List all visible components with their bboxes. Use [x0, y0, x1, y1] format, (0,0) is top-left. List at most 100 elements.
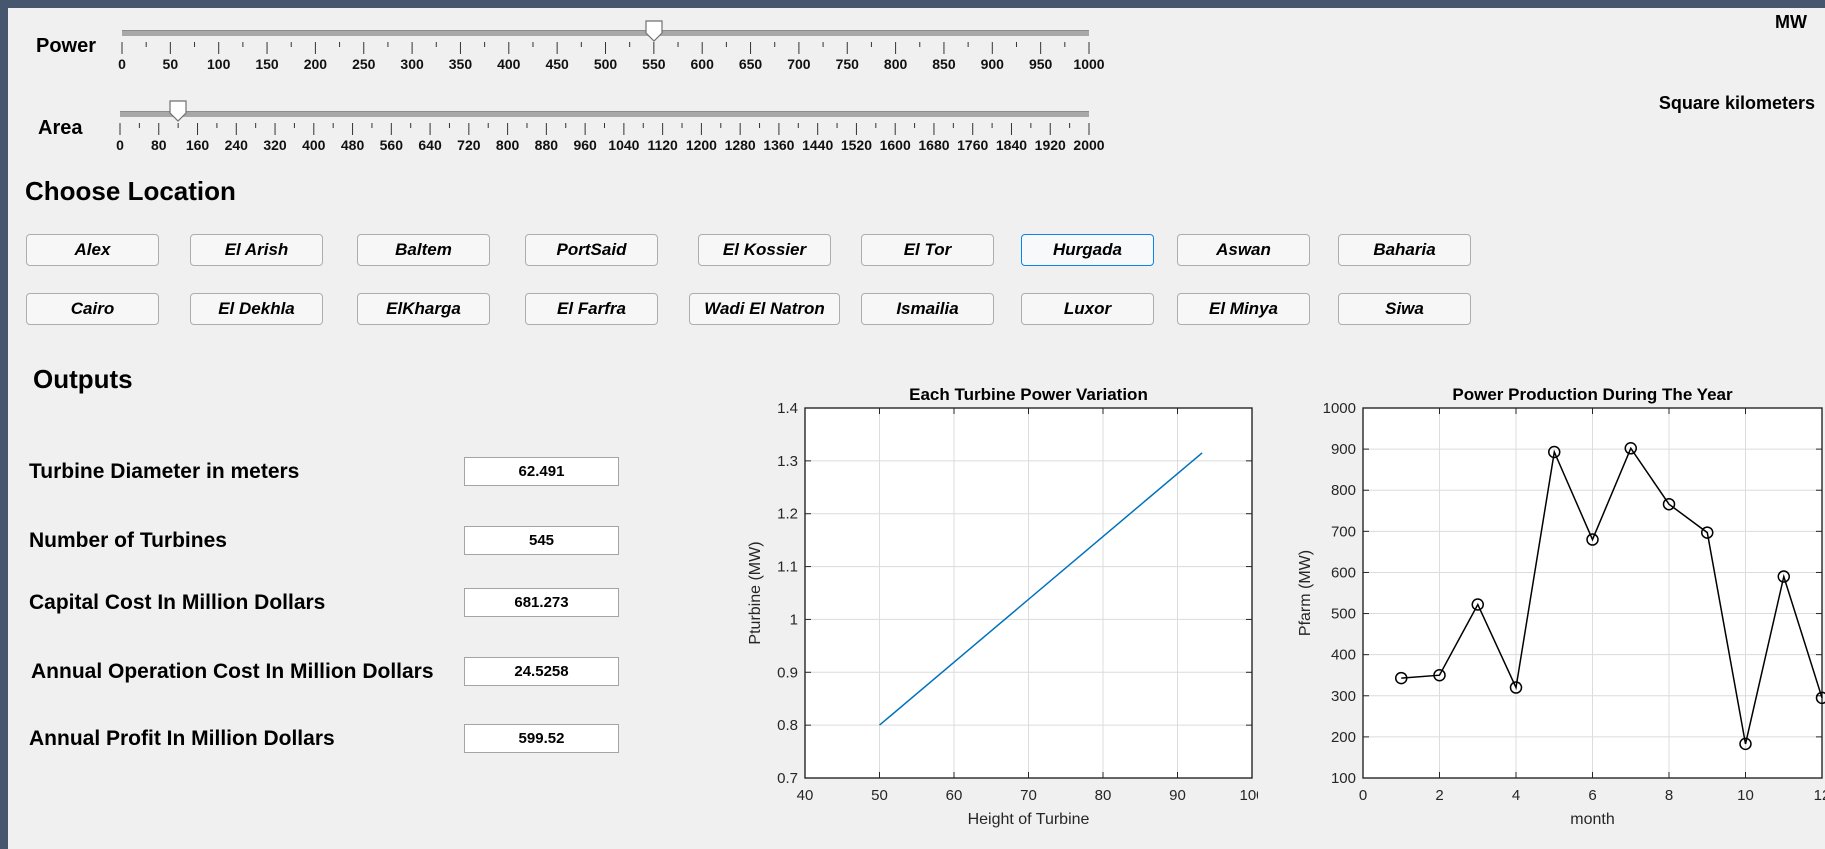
- power-tick-label: 900: [981, 56, 1005, 72]
- power-tick-label: 400: [497, 56, 521, 72]
- area-tick-label: 2000: [1073, 137, 1104, 153]
- data-point: [1548, 445, 1561, 459]
- power-tick-label: 750: [836, 56, 860, 72]
- power-slider-ticks: 0 50 100 150 200 250 300 350 400 450 500 550 600 650 7…: [118, 42, 1105, 74]
- power-production-chart: 0 2 4 6 8 10 12 100 200 300 400 500 600 700 800 900 1000…: [1297, 385, 1825, 828]
- x-tick-label: 10: [1737, 787, 1754, 804]
- area-tick-label: 1920: [1035, 137, 1066, 153]
- x-tick-label: 6: [1588, 787, 1596, 804]
- power-tick-label: 850: [932, 56, 956, 72]
- output-label: Annual Profit In Million Dollars: [29, 727, 335, 750]
- x-tick-label: 50: [871, 787, 888, 804]
- data-point: [1739, 737, 1752, 751]
- y-tick-label: 800: [1331, 482, 1356, 499]
- area-slider-track[interactable]: [120, 111, 1089, 117]
- data-point: [1624, 442, 1637, 455]
- output-value-field[interactable]: 24.5258: [464, 657, 619, 686]
- x-axis-label: month: [1570, 811, 1614, 828]
- data-point: [1815, 691, 1825, 705]
- power-slider-track[interactable]: [122, 30, 1089, 36]
- power-tick-label: 450: [545, 56, 569, 72]
- power-tick-label: 950: [1029, 56, 1053, 72]
- data-point: [1395, 671, 1408, 685]
- power-slider-thumb[interactable]: [645, 20, 663, 42]
- location-button-el-dekhla[interactable]: El Dekhla: [190, 293, 323, 325]
- y-tick-label: 600: [1331, 564, 1356, 581]
- location-button-el-arish[interactable]: El Arish: [190, 234, 323, 266]
- location-button-luxor[interactable]: Luxor: [1021, 293, 1154, 325]
- location-button-baltem[interactable]: Baltem: [357, 234, 490, 266]
- y-tick-label: 200: [1331, 729, 1356, 746]
- area-tick-label: 1200: [686, 137, 717, 153]
- data-point: [1586, 533, 1599, 546]
- area-tick-label: 1440: [802, 137, 833, 153]
- chart-title: Each Turbine Power Variation: [909, 385, 1148, 404]
- x-tick-label: 12: [1814, 787, 1825, 804]
- output-value-field[interactable]: 681.273: [464, 588, 619, 617]
- location-button-alex[interactable]: Alex: [26, 234, 159, 266]
- location-button-el-tor[interactable]: El Tor: [861, 234, 994, 266]
- location-button-wadi-el-natron[interactable]: Wadi El Natron: [689, 293, 840, 325]
- area-tick-label: 1040: [608, 137, 639, 153]
- area-tick-label: 1280: [725, 137, 756, 153]
- data-point: [1509, 681, 1523, 694]
- area-tick-label: 1120: [647, 137, 678, 153]
- location-button-siwa[interactable]: Siwa: [1338, 293, 1471, 325]
- location-button-elkharga[interactable]: ElKharga: [357, 293, 490, 325]
- location-button-el-minya[interactable]: El Minya: [1177, 293, 1310, 325]
- y-tick-label: 1.1: [777, 559, 798, 576]
- area-slider-thumb[interactable]: [169, 100, 187, 122]
- chart-title: Power Production During The Year: [1452, 385, 1733, 404]
- area-ticks-svg: 0 80 160 240 320 400 480 560 640 720 800 880 960 1040…: [116, 123, 1105, 153]
- location-button-aswan[interactable]: Aswan: [1177, 234, 1310, 266]
- x-tick-label: 0: [1359, 787, 1367, 804]
- location-button-el-kossier[interactable]: El Kossier: [698, 234, 831, 266]
- power-tick-label: 800: [884, 56, 908, 72]
- location-button-hurgada[interactable]: Hurgada: [1021, 234, 1154, 266]
- axes-frame: [804, 407, 1253, 779]
- location-button-el-farfra[interactable]: El Farfra: [525, 293, 658, 325]
- area-tick-label: 640: [418, 137, 442, 153]
- output-label: Capital Cost In Million Dollars: [29, 591, 326, 614]
- power-tick-label: 150: [255, 56, 279, 72]
- area-tick-label: 480: [341, 137, 365, 153]
- power-unit: MW: [1775, 12, 1807, 32]
- x-tick-label: 4: [1512, 787, 1520, 804]
- location-button-baharia[interactable]: Baharia: [1338, 234, 1471, 266]
- power-tick-label: 350: [449, 56, 473, 72]
- x-tick-label: 100: [1239, 787, 1258, 804]
- area-unit: Square kilometers: [1658, 93, 1815, 113]
- power-tick-label: 0: [118, 56, 126, 72]
- location-button-ismailia[interactable]: Ismailia: [861, 293, 994, 325]
- area-tick-label: 320: [263, 137, 287, 153]
- area-tick-label: 560: [380, 137, 404, 153]
- output-value-field[interactable]: 545: [464, 526, 619, 555]
- output-value-field[interactable]: 599.52: [464, 724, 619, 753]
- area-tick-label: 0: [116, 137, 124, 153]
- y-tick-label: 1000: [1323, 400, 1356, 417]
- x-axis-label: Height of Turbine: [968, 811, 1090, 828]
- y-tick-label: 300: [1331, 688, 1356, 705]
- x-tick-label: 60: [946, 787, 963, 804]
- power-tick-label: 600: [691, 56, 715, 72]
- data-point: [1433, 668, 1446, 682]
- output-value-field[interactable]: 62.491: [464, 457, 619, 486]
- series-line: [1401, 446, 1823, 745]
- power-tick-label: 250: [352, 56, 376, 72]
- power-tick-label: 500: [594, 56, 618, 72]
- area-tick-label: 1840: [996, 137, 1027, 153]
- x-tick-label: 40: [797, 787, 814, 804]
- area-slider-ticks: 0 80 160 240 320 400 480 560 640 720 800 880 960 1040…: [116, 123, 1105, 155]
- area-tick-label: 720: [457, 137, 481, 153]
- x-tick-label: 90: [1169, 787, 1186, 804]
- location-button-portsaid[interactable]: PortSaid: [525, 234, 658, 266]
- y-tick-label: 0.9: [777, 664, 798, 681]
- x-tick-label: 2: [1435, 787, 1443, 804]
- power-tick-label: 100: [207, 56, 231, 72]
- power-tick-label: 550: [642, 56, 666, 72]
- y-tick-label: 500: [1331, 606, 1356, 623]
- location-button-cairo[interactable]: Cairo: [26, 293, 159, 325]
- output-label: Number of Turbines: [29, 529, 227, 552]
- data-point: [1471, 598, 1484, 611]
- y-tick-label: 700: [1331, 523, 1356, 540]
